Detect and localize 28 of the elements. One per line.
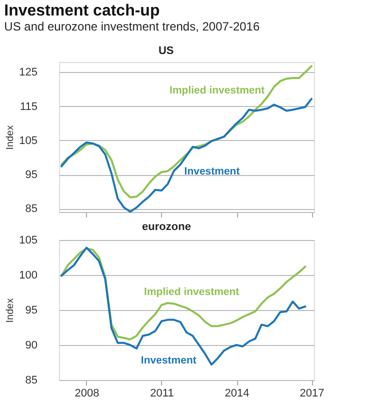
- y-tick-label: 125: [19, 66, 38, 79]
- chart-title: Investment catch-up: [4, 2, 160, 20]
- line-series: [60, 98, 312, 213]
- y-tick-label: 100: [19, 270, 38, 282]
- y-tick-label: 85: [25, 203, 38, 216]
- line-series: [60, 65, 312, 198]
- y-tick-label: 90: [25, 340, 38, 352]
- y-tick-label: 105: [19, 234, 38, 246]
- x-tick-label: 2008: [74, 388, 100, 400]
- chart-subtitle: US and eurozone investment trends, 2007-2016: [4, 20, 260, 34]
- chart-title: eurozone: [142, 221, 191, 233]
- y-axis-title: Index: [5, 298, 16, 323]
- series-label: Investment: [140, 354, 197, 366]
- line-series: [60, 247, 306, 340]
- x-tick-label: 2011: [150, 388, 174, 400]
- series-label: Implied investment: [144, 286, 240, 298]
- y-tick-label: 85: [25, 374, 38, 386]
- line-series: [60, 246, 306, 366]
- y-axis-title: Index: [5, 125, 16, 150]
- series-label: Investment: [184, 166, 240, 178]
- x-tick-label: 2014: [224, 388, 250, 400]
- x-tick-label: 2017: [300, 388, 324, 400]
- series-label: Implied investment: [170, 84, 266, 96]
- y-tick-label: 95: [25, 304, 38, 316]
- y-tick-label: 95: [25, 169, 38, 181]
- y-tick-label: 115: [20, 100, 38, 113]
- text: US: [158, 45, 174, 57]
- y-tick-label: 105: [19, 134, 38, 147]
